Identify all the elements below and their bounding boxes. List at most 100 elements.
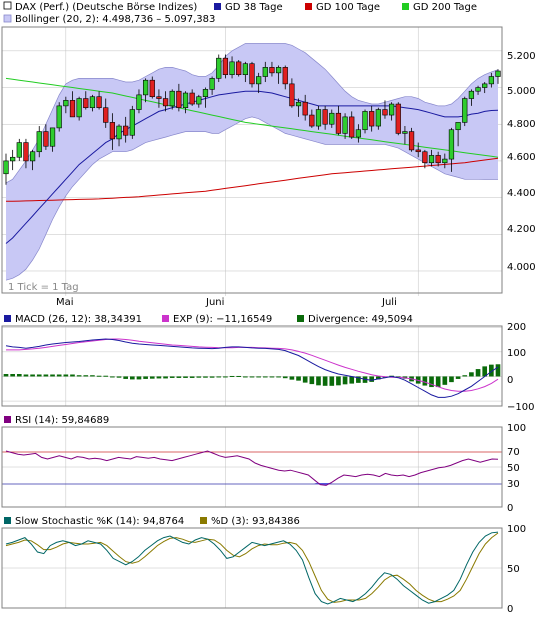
candle-body xyxy=(448,129,455,160)
candle-body xyxy=(89,96,96,109)
stoch-d-line xyxy=(5,532,499,603)
candle xyxy=(349,111,355,139)
candle-body xyxy=(123,125,129,136)
candle-body xyxy=(422,151,428,164)
divergence-bar xyxy=(475,369,481,377)
candle xyxy=(428,149,435,167)
candle xyxy=(382,100,388,119)
rsi-ytick-0: 0 xyxy=(507,503,513,514)
candle xyxy=(169,89,175,110)
bollinger-swatch-icon xyxy=(3,14,12,23)
candle-body xyxy=(83,98,89,109)
divergence-bar xyxy=(276,376,281,378)
candle-body xyxy=(43,131,49,147)
divergence-bar xyxy=(36,374,42,377)
candle xyxy=(43,124,49,150)
candle xyxy=(435,151,441,167)
candle xyxy=(335,105,342,136)
divergence-bar xyxy=(289,376,295,380)
rsi-ytick-100: 100 xyxy=(507,423,526,434)
divergence-bar xyxy=(110,376,115,378)
candle-body xyxy=(136,94,142,110)
candle xyxy=(408,127,415,152)
rsi-ytick-50: 50 xyxy=(507,463,520,474)
candle xyxy=(162,91,169,112)
candle-body xyxy=(216,57,222,79)
candle xyxy=(442,153,448,169)
candle-body xyxy=(63,100,69,107)
candle-body xyxy=(249,63,255,85)
candle xyxy=(149,76,155,99)
candle xyxy=(196,94,202,108)
candle xyxy=(455,122,461,147)
candle xyxy=(315,105,322,130)
divergence-bar xyxy=(3,374,9,377)
candle-body xyxy=(96,96,102,109)
stoch-legend: Slow Stochastic %K (14): 94,8764 %D (3):… xyxy=(4,516,300,527)
bollinger-lower-line xyxy=(5,116,498,281)
candle-body xyxy=(229,61,235,75)
divergence-bar xyxy=(489,364,494,377)
candle-body xyxy=(3,160,9,175)
candle xyxy=(329,109,335,128)
gd38-swatch-icon xyxy=(214,3,221,10)
legend-gd100-text: GD 100 Tage xyxy=(316,2,380,13)
divergence-bar xyxy=(30,374,35,377)
candle-body xyxy=(342,116,348,134)
macd-swatch-icon xyxy=(4,315,11,322)
candle xyxy=(249,61,255,88)
divergence-bar xyxy=(296,376,301,381)
price-ytick-4000: 4.000 xyxy=(507,262,536,273)
divergence-bar xyxy=(123,376,129,379)
candle xyxy=(83,91,89,110)
divergence-bar xyxy=(129,376,135,380)
divergence-bar xyxy=(203,376,208,378)
candle-body xyxy=(295,101,302,107)
gd100-line xyxy=(6,157,499,202)
legend-bollinger-text: Bollinger (20, 2): 4.498,736 – 5.097,383 xyxy=(15,14,215,25)
candle xyxy=(56,102,62,132)
candle xyxy=(495,69,501,84)
price-legend: DAX (Perf.) (Deutsche Börse Indizes) GD … xyxy=(3,1,477,25)
candle xyxy=(89,94,96,112)
candle-body xyxy=(236,61,242,75)
candle-body xyxy=(202,89,209,98)
legend-stoch-d-text: %D (3): 93,84386 xyxy=(211,516,300,527)
stoch-ytick-0: 0 xyxy=(507,604,513,615)
candle-body xyxy=(56,105,62,129)
price-panel: 1 Tick = 1 Tag 5.200 5.000 4.800 4.600 4… xyxy=(1,26,536,308)
rsi-ytick-30: 30 xyxy=(507,479,520,490)
rsi-legend: RSI (14): 59,84689 xyxy=(4,415,109,426)
candle-body xyxy=(355,129,362,138)
candle xyxy=(488,72,494,88)
price-ytick-4800: 4.800 xyxy=(507,119,536,130)
candle-body xyxy=(415,149,421,153)
candle xyxy=(109,113,116,150)
candle-body xyxy=(76,98,82,118)
candle-body xyxy=(442,158,448,164)
divergence-bar xyxy=(282,376,288,379)
divergence-swatch-icon xyxy=(297,315,304,322)
price-ytick-4600: 4.600 xyxy=(507,152,536,163)
macd-line xyxy=(5,338,499,398)
candle xyxy=(202,87,209,108)
candle xyxy=(16,138,22,161)
candle-body xyxy=(262,67,268,77)
macd-frame xyxy=(1,325,503,407)
rsi-frame xyxy=(1,426,503,508)
macd-panel: 200 100 0 −100 xyxy=(1,322,534,413)
candle-body xyxy=(69,100,76,118)
divergence-bar xyxy=(269,376,275,378)
divergence-bar xyxy=(336,376,341,386)
divergence-bar xyxy=(56,374,62,377)
candle-body xyxy=(462,98,468,123)
stoch-k-swatch-icon xyxy=(4,517,11,524)
candle-body xyxy=(468,90,475,99)
divergence-bar xyxy=(156,376,162,379)
candle-body xyxy=(375,109,381,127)
candle-body xyxy=(289,83,295,107)
candle xyxy=(262,61,268,83)
candle-body xyxy=(395,103,401,134)
candle xyxy=(282,65,288,90)
